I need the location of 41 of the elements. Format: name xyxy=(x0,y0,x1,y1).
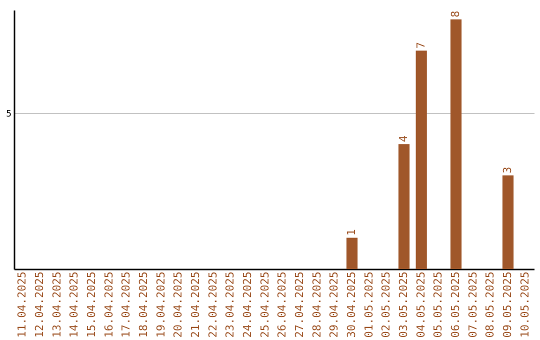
data-label: 3 xyxy=(501,166,514,174)
x-tick-label: 22.04.2025 xyxy=(206,272,220,338)
x-tick-label: 20.04.2025 xyxy=(172,272,185,338)
bar xyxy=(450,19,462,269)
data-label: 4 xyxy=(397,135,410,142)
bar xyxy=(346,238,358,269)
data-label: 7 xyxy=(414,42,428,49)
x-tick-label: 03.05.2025 xyxy=(397,272,410,338)
y-tick-label: 5 xyxy=(6,109,12,120)
bar xyxy=(502,175,514,269)
x-tick-label: 02.05.2025 xyxy=(380,272,393,338)
x-tick-label: 01.05.2025 xyxy=(362,272,376,338)
x-tick-label: 30.04.2025 xyxy=(345,272,358,338)
x-tick-label: 12.04.2025 xyxy=(33,272,46,338)
x-tick-label: 16.04.2025 xyxy=(102,272,116,338)
x-tick-label: 06.05.2025 xyxy=(449,272,462,338)
x-tick-label: 19.04.2025 xyxy=(154,272,168,338)
x-tick-label: 25.04.2025 xyxy=(258,272,272,338)
x-tick-label: 11.04.2025 xyxy=(16,272,29,338)
x-tick-label: 04.05.2025 xyxy=(414,272,428,338)
x-tick-label: 17.04.2025 xyxy=(120,272,133,338)
x-tick-label: 28.04.2025 xyxy=(310,272,324,338)
x-tick-label: 23.04.2025 xyxy=(224,272,237,338)
x-tick-label: 15.04.2025 xyxy=(85,272,98,338)
x-tick-label: 21.04.2025 xyxy=(189,272,202,338)
x-tick-label: 07.05.2025 xyxy=(466,272,480,338)
x-tick-label: 14.04.2025 xyxy=(68,272,81,338)
data-label: 8 xyxy=(449,10,462,18)
x-tick-label: 10.05.2025 xyxy=(518,272,532,338)
x-tick-label: 27.04.2025 xyxy=(293,272,306,338)
x-tick-label: 09.05.2025 xyxy=(501,272,514,338)
x-tick-label: 29.04.2025 xyxy=(328,272,341,338)
bar xyxy=(416,50,427,269)
x-tick-label: 26.04.2025 xyxy=(276,272,289,338)
x-tick-label: 13.04.2025 xyxy=(50,272,64,338)
x-tick-label: 18.04.2025 xyxy=(137,272,150,338)
data-label: 1 xyxy=(345,229,358,236)
x-tick-label: 05.05.2025 xyxy=(432,272,445,338)
x-tick-label: 08.05.2025 xyxy=(484,272,497,338)
bar xyxy=(398,144,410,269)
x-tick-label: 24.04.2025 xyxy=(241,272,254,338)
